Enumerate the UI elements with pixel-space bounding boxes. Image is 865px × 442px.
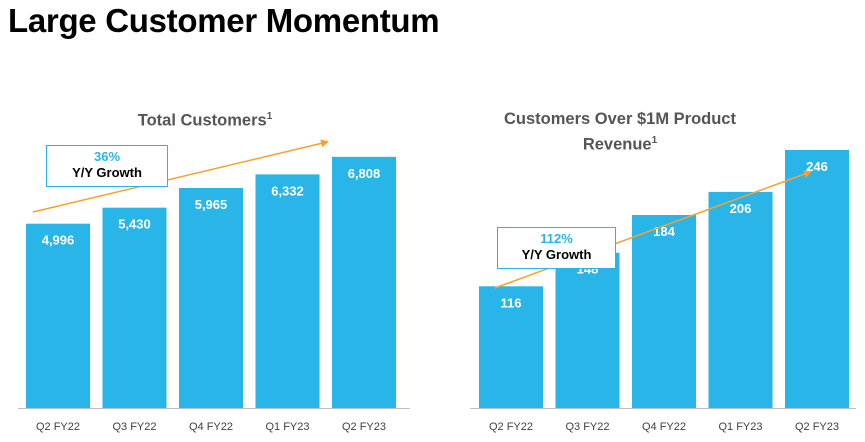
bar-total-customers (179, 187, 243, 408)
bar-1m-customers (632, 214, 696, 408)
x-tick-label: Q4 FY22 (642, 421, 686, 433)
chart-title-text: Customers Over $1M Product Revenue (504, 110, 736, 154)
chart-title-text: Total Customers (137, 111, 267, 130)
data-label: 116 (501, 295, 522, 310)
x-tick-label: Q3 FY22 (565, 421, 609, 433)
x-tick-label: Q2 FY23 (795, 421, 839, 433)
x-tick-label: Q1 FY23 (718, 421, 762, 433)
data-label: 206 (730, 201, 752, 216)
bar-total-customers (255, 174, 320, 408)
growth-percent: 112% (540, 231, 573, 246)
bar-1m-customers (785, 149, 849, 408)
chart-title-total-customers: Total Customers1 (90, 106, 320, 132)
data-label: 4,996 (42, 233, 75, 248)
bar-1m-customers (479, 286, 543, 408)
data-label: 6,808 (348, 166, 381, 181)
bar-total-customers (332, 156, 396, 408)
bar-total-customers (26, 223, 90, 408)
growth-trend-arrow (32, 139, 329, 213)
page-title: Large Customer Momentum (8, 2, 440, 39)
x-tick-label: Q2 FY23 (342, 421, 386, 433)
data-label: 6,332 (271, 183, 304, 198)
growth-callout-1m-customers: 112% Y/Y Growth (497, 227, 616, 269)
growth-callout-total-customers: 36% Y/Y Growth (46, 145, 168, 187)
bar-total-customers (102, 207, 167, 408)
data-label: 246 (806, 159, 828, 174)
x-tick-label: Q2 FY22 (36, 421, 80, 433)
chart-title-1m-customers: Customers Over $1M Product Revenue1 (470, 108, 770, 156)
x-tick-label: Q3 FY22 (112, 421, 156, 433)
x-tick-label: Q4 FY22 (189, 421, 233, 433)
growth-label: Y/Y Growth (521, 247, 592, 262)
growth-label: Y/Y Growth (72, 165, 142, 180)
bar-1m-customers (708, 191, 773, 408)
bar-1m-customers (555, 252, 620, 408)
footnote-marker: 1 (266, 111, 273, 122)
growth-percent: 36% (93, 149, 121, 164)
x-tick-label: Q2 FY22 (489, 421, 533, 433)
data-label: 5,430 (118, 217, 151, 232)
data-label: 5,965 (195, 197, 228, 212)
x-tick-label: Q1 FY23 (265, 421, 309, 433)
footnote-marker: 1 (651, 135, 658, 146)
